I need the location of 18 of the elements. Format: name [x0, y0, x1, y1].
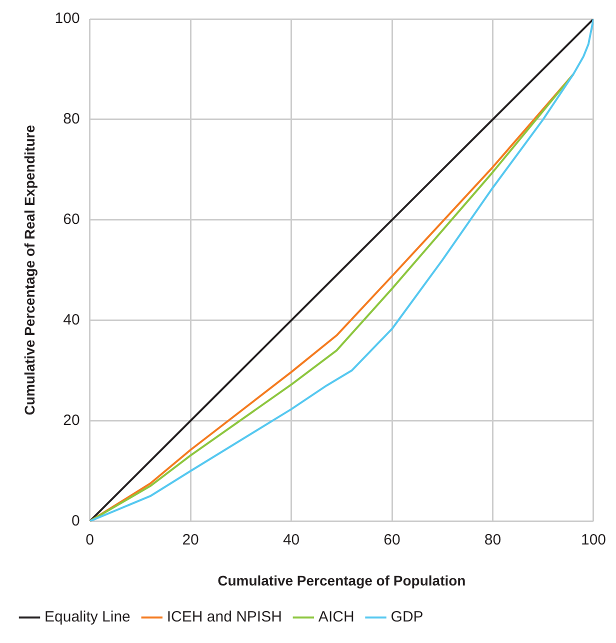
y-tick-label: 0 [71, 512, 80, 530]
y-tick-label: 20 [63, 412, 80, 429]
legend-label: Equality Line [44, 608, 130, 626]
x-tick-label: 0 [86, 531, 94, 548]
y-tick-label: 60 [63, 211, 80, 228]
x-tick-label: 80 [484, 531, 502, 548]
legend-label: ICEH and NPISH [166, 608, 282, 626]
x-tick-label: 60 [384, 531, 400, 548]
y-tick-label: 100 [54, 10, 80, 28]
x-axis-title: Cumulative Percentage of Population [218, 572, 466, 588]
y-tick-label: 40 [63, 311, 80, 328]
y-tick-label: 80 [63, 110, 80, 128]
legend-label: AICH [318, 608, 354, 626]
x-tick-label: 40 [282, 531, 300, 548]
legend-label: GDP [390, 608, 424, 626]
x-tick-label: 100 [580, 531, 606, 548]
y-axis-title: Cumulative Percentage of Real Expenditure [21, 124, 38, 416]
x-tick-label: 20 [182, 531, 199, 548]
